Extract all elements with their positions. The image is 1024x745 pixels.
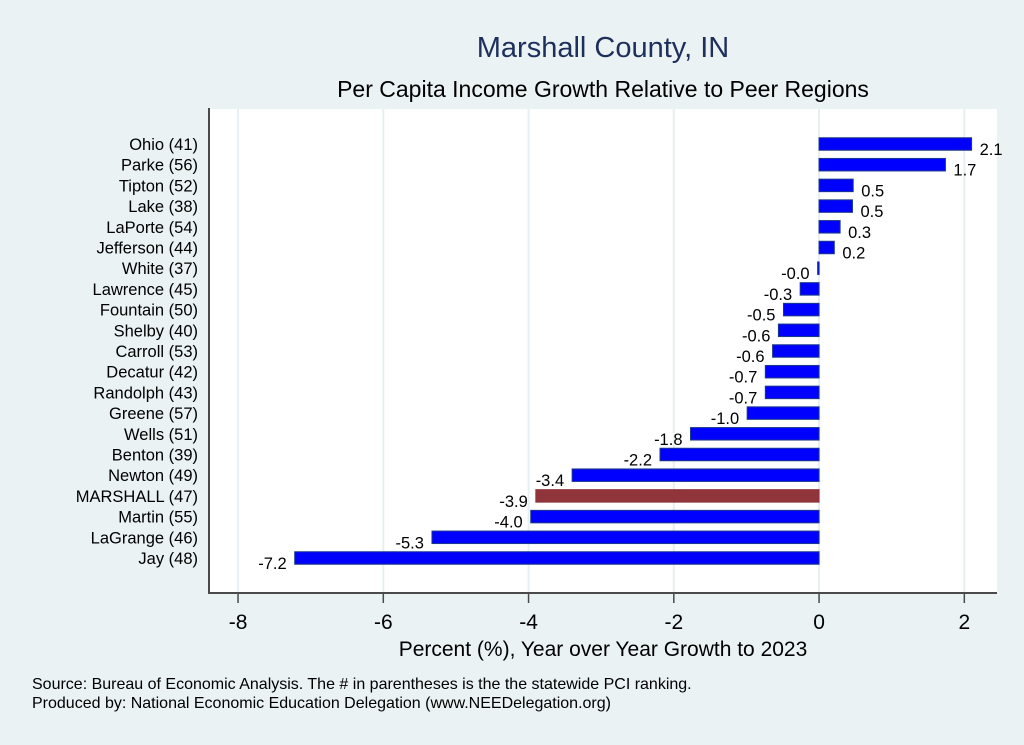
footer-source: Source: Bureau of Economic Analysis. The…: [32, 676, 692, 693]
bar: [799, 282, 820, 296]
category-label: Fountain (50): [100, 302, 198, 320]
category-labels: Ohio (41) Parke (56) Tipton (52) Lake (38) L…: [76, 136, 198, 568]
value-label: -1.8: [654, 431, 682, 449]
x-tick-label: -4: [519, 611, 538, 634]
category-label: LaPorte (54): [106, 219, 198, 237]
category-label: Newton (49): [108, 467, 198, 485]
category-label: Parke (56): [121, 157, 198, 175]
bar: [659, 447, 820, 462]
chart-title: Marshall County, IN: [477, 32, 730, 64]
bar: [818, 240, 835, 255]
value-label: -3.9: [499, 493, 527, 511]
bar: [772, 344, 820, 358]
value-label: 0.5: [861, 182, 884, 200]
bar: [764, 364, 820, 379]
x-tick-label: -8: [229, 611, 248, 634]
value-label: -0.6: [736, 348, 764, 366]
chart-subtitle: Per Capita Income Growth Relative to Pee…: [337, 76, 869, 102]
value-labels: 2.11.7 0.5 0.5 0.3 0.2 -0.0 -0.3 -0.5 -0.6 -0.6 -0…: [258, 141, 1002, 573]
value-label: -0.0: [781, 265, 809, 283]
category-label: Tipton (52): [119, 177, 198, 195]
value-label: -7.2: [258, 555, 286, 573]
category-label: Wells (51): [124, 426, 198, 444]
bar: [571, 468, 820, 482]
category-label: MARSHALL (47): [76, 488, 198, 506]
value-label: -3.4: [536, 472, 564, 490]
bar: [777, 323, 820, 338]
category-label: Martin (55): [118, 509, 198, 527]
x-axis-ticks: -8 -6 -4 -2 0 2: [229, 593, 970, 634]
category-label: Jay (48): [138, 550, 198, 568]
bar-highlight: [535, 489, 820, 503]
value-label: 0.3: [848, 224, 871, 242]
category-label: Shelby (40): [114, 322, 198, 340]
value-label: -4.0: [494, 514, 522, 532]
x-tick-label: -2: [664, 611, 683, 634]
value-label: -0.5: [747, 307, 775, 325]
x-tick-label: -6: [374, 611, 393, 634]
value-label: 0.5: [860, 203, 883, 221]
bar: [818, 220, 841, 234]
x-tick-label: 2: [958, 611, 970, 634]
category-label: Lawrence (45): [93, 281, 198, 299]
bar: [817, 261, 820, 275]
bar: [818, 199, 853, 213]
bar: [530, 509, 820, 524]
bars: [294, 137, 973, 565]
category-label: Benton (39): [112, 447, 198, 465]
category-label: Lake (38): [128, 198, 198, 216]
value-label: -0.7: [729, 369, 757, 387]
category-label: Decatur (42): [106, 364, 198, 382]
bar: [818, 137, 973, 151]
value-label: -2.2: [624, 452, 652, 470]
bar: [294, 551, 820, 565]
bar: [764, 385, 820, 400]
bar: [818, 157, 946, 172]
bar: [782, 302, 820, 317]
value-label: 1.7: [953, 162, 976, 180]
bar: [818, 178, 854, 193]
value-label: -0.6: [742, 327, 770, 345]
category-label: Greene (57): [109, 405, 198, 423]
value-label: -0.7: [729, 389, 757, 407]
category-label: Jefferson (44): [97, 240, 199, 258]
x-tick-label: 0: [813, 611, 825, 634]
x-axis-label: Percent (%), Year over Year Growth to 20…: [399, 638, 808, 661]
bar: [690, 427, 820, 441]
category-label: White (37): [122, 260, 198, 278]
category-label: Carroll (53): [115, 343, 198, 361]
category-label: Randolph (43): [93, 384, 198, 402]
category-label: LaGrange (46): [91, 529, 198, 547]
value-label: 0.2: [842, 245, 865, 263]
value-label: 2.1: [980, 141, 1003, 159]
value-label: -5.3: [396, 534, 424, 552]
bar: [746, 406, 820, 420]
footer-producer: Produced by: National Economic Education…: [32, 695, 611, 712]
value-label: -0.3: [764, 286, 792, 304]
bar: [431, 530, 820, 545]
category-label: Ohio (41): [129, 136, 198, 154]
value-label: -1.0: [711, 410, 739, 428]
